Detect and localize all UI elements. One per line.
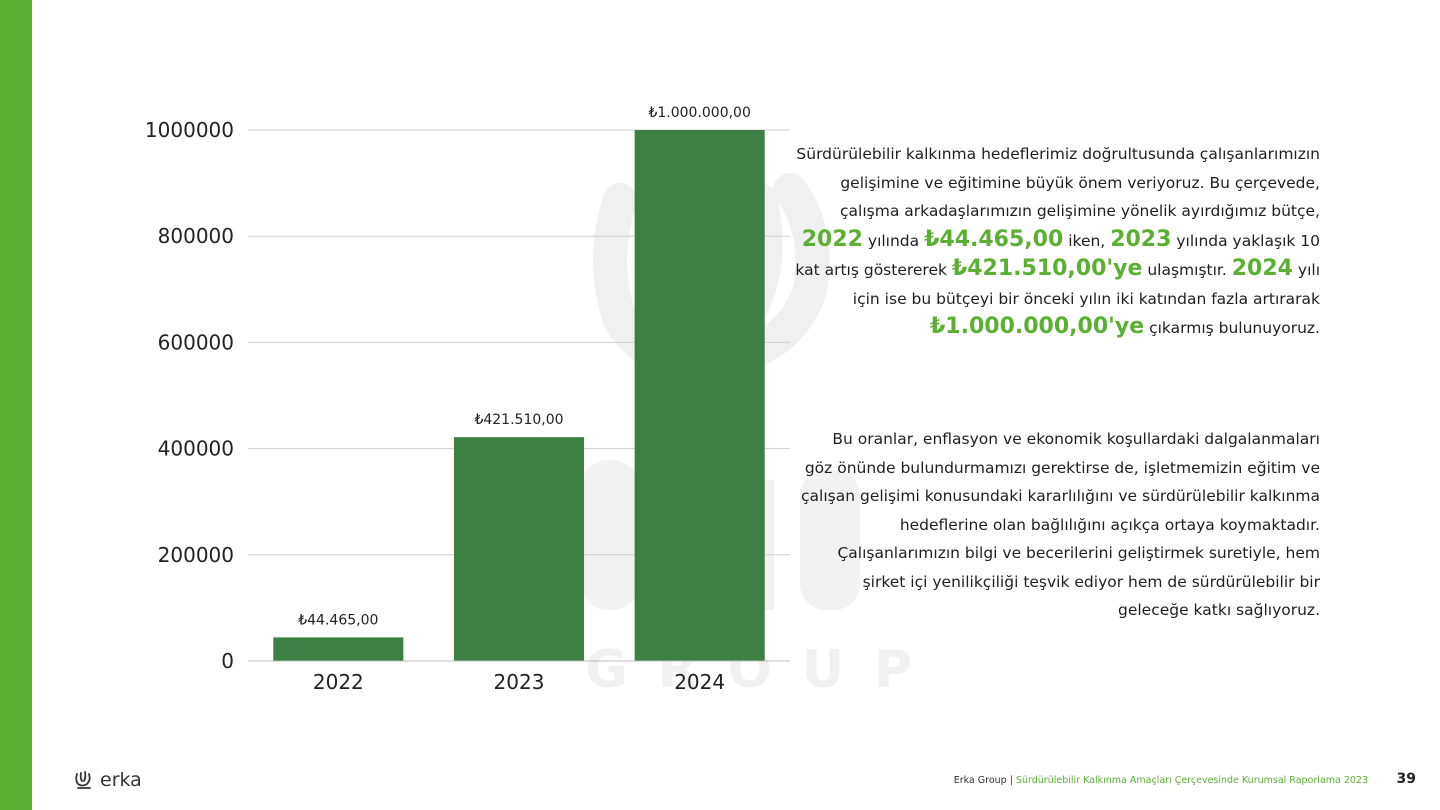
footer-logo-text: erka xyxy=(100,769,142,791)
bar-2022 xyxy=(273,637,404,661)
highlight-year-2024: 2024 xyxy=(1231,256,1293,281)
y-tick-label: 1000000 xyxy=(145,118,234,142)
y-tick-label: 800000 xyxy=(158,224,234,248)
para1-text-6: yılı için ise bu bütçeyi bir önceki yılı… xyxy=(852,261,1320,308)
data-label-2024: ₺1.000.000,00 xyxy=(648,105,750,121)
left-accent-bar xyxy=(0,0,32,810)
para1-text-1: Sürdürülebilir kalkınma hedeflerimiz doğ… xyxy=(796,145,1320,220)
highlight-amount-2024: ₺1.000.000,00'ye xyxy=(930,314,1145,339)
x-tick-label-2022: 2022 xyxy=(313,670,364,694)
footer-report-title: Sürdürülebilir Kalkınma Amaçları Çerçeve… xyxy=(1015,775,1368,786)
highlight-year-2022: 2022 xyxy=(801,226,863,252)
data-label-2023: ₺421.510,00 xyxy=(474,412,563,428)
erka-logo-icon xyxy=(75,771,91,789)
bar-2024 xyxy=(634,130,765,661)
page-number: 39 xyxy=(1396,771,1416,787)
y-tick-label: 400000 xyxy=(158,437,234,461)
footer-caption: Erka Group | Sürdürülebilir Kalkınma Ama… xyxy=(954,775,1368,786)
footer-company: Erka Group xyxy=(953,775,1007,786)
y-tick-label: 200000 xyxy=(158,543,234,567)
highlight-amount-2023: ₺421.510,00'ye xyxy=(951,256,1143,281)
y-tick-label: 0 xyxy=(221,649,234,673)
footer-logo: erka xyxy=(72,768,142,792)
para1-text-5: ulaşmıştır. xyxy=(1147,261,1227,279)
analysis-paragraph: Bu oranlar, enflasyon ve ekonomik koşull… xyxy=(801,430,1320,619)
footer-separator: | xyxy=(1009,775,1013,786)
para1-text-4: yılında yaklaşık 10 kat artış göstererek xyxy=(795,231,1320,280)
para1-text-3: iken, xyxy=(1068,231,1106,250)
bar-2023 xyxy=(453,437,585,661)
x-tick-label-2023: 2023 xyxy=(494,670,545,694)
training-budget-bar-chart: 0 200000 400000 600000 800000 1000000 ₺44.465,… xyxy=(145,105,790,694)
x-tick-label-2024: 2024 xyxy=(674,670,725,694)
highlight-amount-2022: ₺44.465,00 xyxy=(924,226,1064,252)
highlight-year-2023: 2023 xyxy=(1110,226,1172,252)
para1-text-2: yılında xyxy=(867,231,920,250)
para1-text-7: çıkarmış bulunuyoruz. xyxy=(1149,319,1320,337)
y-tick-label: 600000 xyxy=(158,330,234,354)
intro-paragraph: Sürdürülebilir kalkınma hedeflerimiz doğ… xyxy=(780,140,1320,343)
data-label-2022: ₺44.465,00 xyxy=(298,612,378,628)
